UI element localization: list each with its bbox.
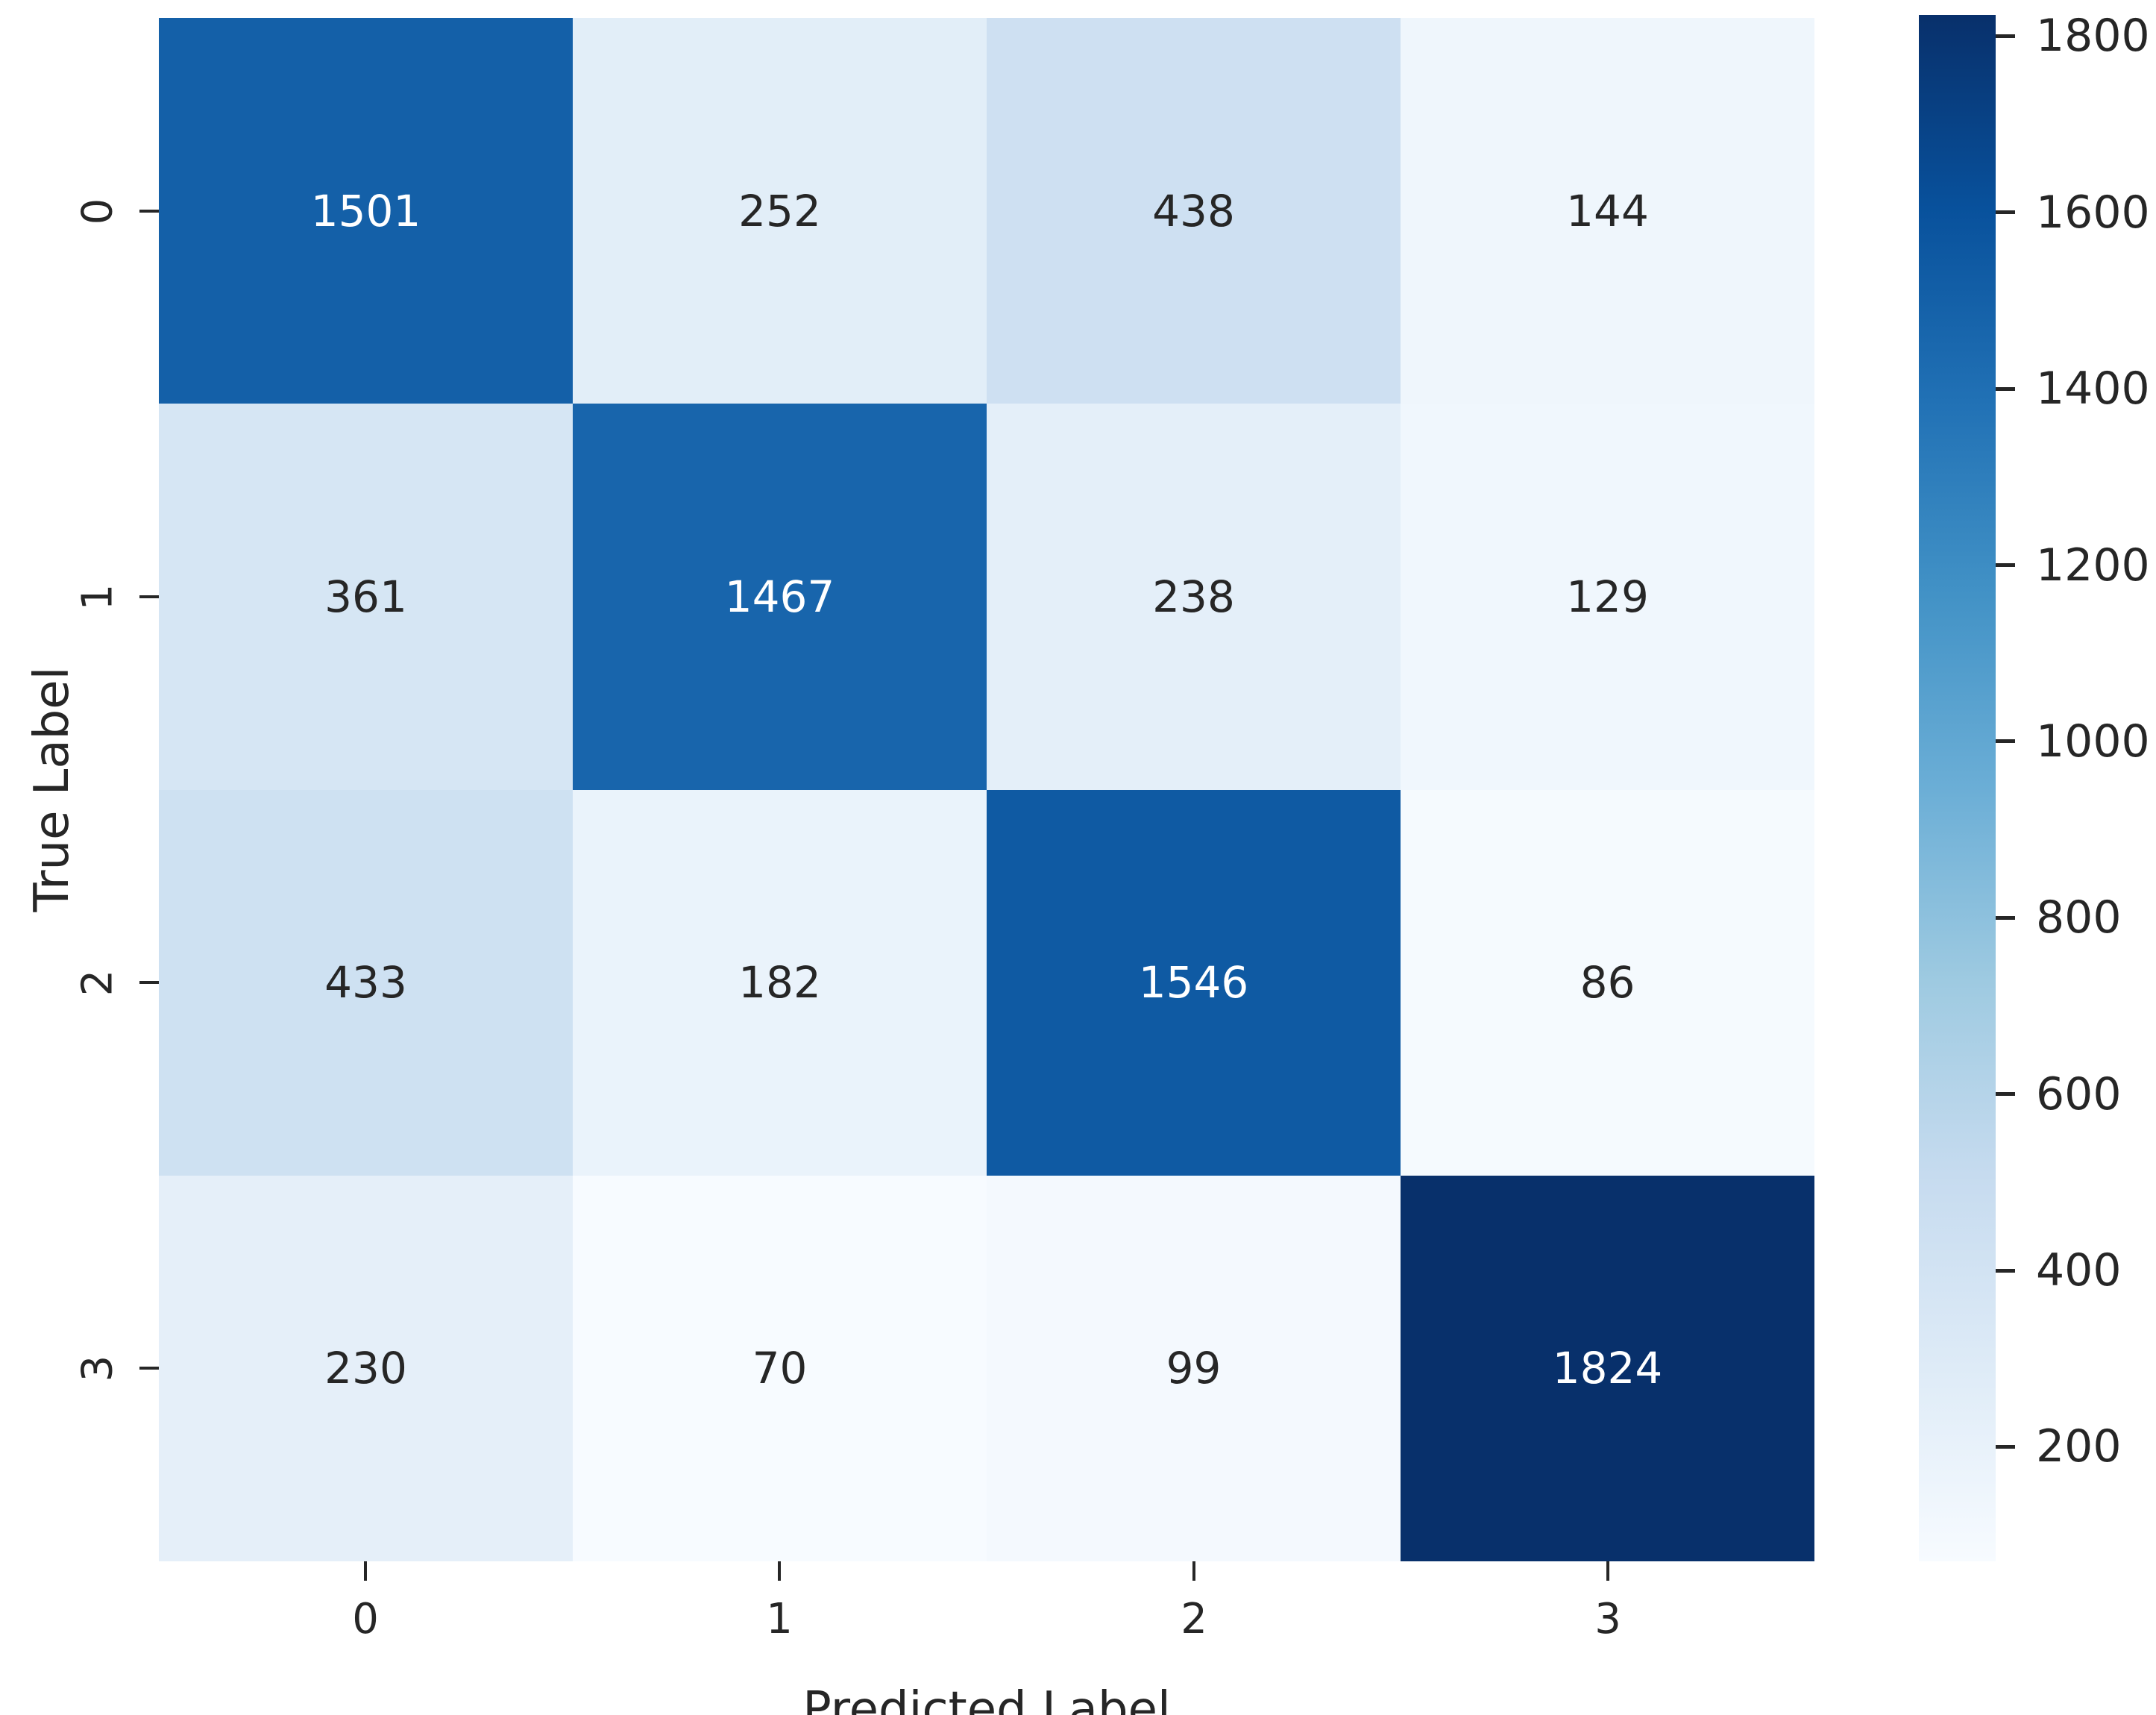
colorbar-tick-label: 1600 xyxy=(2036,186,2150,239)
x-axis-tick-mark xyxy=(1606,1561,1609,1581)
x-tick-label-text: 1 xyxy=(766,1595,793,1643)
heatmap-cell-r1c2: 238 xyxy=(987,404,1401,790)
colorbar-tick-label: 1400 xyxy=(2036,363,2150,416)
colorbar-tick-label: 1000 xyxy=(2036,715,2150,768)
x-axis-tick-mark xyxy=(778,1561,781,1581)
colorbar-tick-mark xyxy=(1996,563,2015,568)
y-tick-label-text: 0 xyxy=(73,198,122,225)
y-tick-label-text: 1 xyxy=(73,583,122,610)
y-axis-tick-mark xyxy=(139,1367,159,1370)
colorbar-tick-mark xyxy=(1996,210,2015,215)
heatmap-cell-r0c1: 252 xyxy=(573,18,987,404)
heatmap-cell-r0c0: 1501 xyxy=(159,18,573,404)
colorbar-tick-label: 1800 xyxy=(2036,10,2150,63)
colorbar-tick-mark xyxy=(1996,386,2015,391)
heatmap-cell-r1c3: 129 xyxy=(1401,404,1814,790)
x-tick-label-text: 2 xyxy=(1181,1595,1207,1643)
colorbar-tick-label: 400 xyxy=(2036,1244,2122,1297)
y-axis-tick-mark xyxy=(139,595,159,598)
x-axis-label: Predicted Label xyxy=(802,1682,1171,1715)
heatmap-cell-r2c2: 1546 xyxy=(987,789,1401,1176)
colorbar-tick-mark xyxy=(1996,739,2015,744)
y-axis-label: True Label xyxy=(25,666,80,912)
heatmap-cell-r3c0: 230 xyxy=(159,1175,573,1561)
confusion-matrix-heatmap: 1501 252 438 144 361 1467 238 129 433 18… xyxy=(159,18,1814,1561)
heatmap-cell-r0c3: 144 xyxy=(1401,18,1814,404)
heatmap-cell-r1c1: 1467 xyxy=(573,404,987,790)
y-axis-tick-mark xyxy=(139,981,159,984)
colorbar-tick-label: 600 xyxy=(2036,1067,2122,1120)
colorbar-tick-mark xyxy=(1996,915,2015,920)
y-tick-label-text: 3 xyxy=(73,1355,122,1382)
heatmap-cell-r2c0: 433 xyxy=(159,789,573,1176)
colorbar-gradient xyxy=(1919,15,1996,1561)
heatmap-cell-r3c3: 1824 xyxy=(1401,1175,1814,1561)
colorbar: 200 400 600 800 1000 1200 1400 1600 1800 xyxy=(1919,13,2150,1561)
heatmap-cell-r3c2: 99 xyxy=(987,1175,1401,1561)
colorbar-tick-mark xyxy=(1996,1092,2015,1097)
heatmap-cell-r0c2: 438 xyxy=(987,18,1401,404)
colorbar-tick-label: 800 xyxy=(2036,891,2122,944)
colorbar-tick-mark xyxy=(1996,1444,2015,1449)
heatmap-cell-r1c0: 361 xyxy=(159,404,573,790)
colorbar-tick-mark xyxy=(1996,34,2015,38)
heatmap-cell-r2c3: 86 xyxy=(1401,789,1814,1176)
y-tick-label-text: 2 xyxy=(73,969,122,996)
heatmap-cell-r3c1: 70 xyxy=(573,1175,987,1561)
x-axis-tick-mark xyxy=(1192,1561,1195,1581)
heatmap-cell-r2c1: 182 xyxy=(573,789,987,1176)
x-tick-label-text: 3 xyxy=(1594,1595,1621,1643)
x-tick-label-text: 0 xyxy=(352,1595,379,1643)
y-axis-tick-mark xyxy=(139,210,159,213)
x-axis-tick-mark xyxy=(364,1561,367,1581)
colorbar-tick-mark xyxy=(1996,1268,2015,1273)
colorbar-tick-label: 1200 xyxy=(2036,539,2150,592)
colorbar-tick-label: 200 xyxy=(2036,1420,2122,1473)
